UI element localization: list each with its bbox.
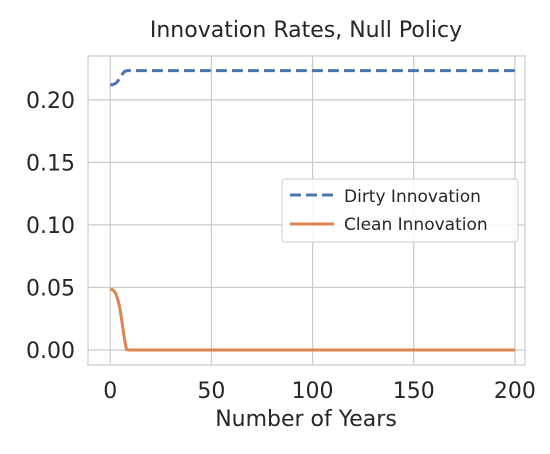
y-tick-label: 0.00 — [26, 339, 75, 364]
series-line-clean-innovation — [110, 287, 515, 352]
x-tick-label: 100 — [292, 379, 334, 404]
chart-title: Innovation Rates, Null Policy — [150, 18, 462, 43]
legend-box — [281, 178, 519, 243]
series-line-dirty-innovation — [110, 69, 515, 87]
plot-area-frame — [87, 55, 526, 366]
legend-label-dirty-innovation: Dirty Innovation — [344, 187, 481, 207]
y-tick-label: 0.10 — [26, 214, 75, 239]
x-tick-label: 50 — [197, 379, 225, 404]
series-lines — [110, 69, 515, 352]
y-axis-ticks: 0.00 0.05 0.10 0.15 0.20 — [26, 89, 75, 364]
legend-label-clean-innovation: Clean Innovation — [344, 215, 488, 235]
legend: Dirty Innovation Clean Innovation — [281, 178, 519, 243]
x-axis-ticks: 0 50 100 150 200 — [103, 379, 536, 404]
x-tick-label: 0 — [103, 379, 117, 404]
x-axis-label: Number of Years — [215, 407, 397, 432]
x-tick-label: 200 — [494, 379, 536, 404]
y-tick-label: 0.05 — [26, 276, 75, 301]
y-tick-label: 0.20 — [26, 89, 75, 114]
y-tick-label: 0.15 — [26, 151, 75, 176]
x-tick-label: 150 — [393, 379, 435, 404]
